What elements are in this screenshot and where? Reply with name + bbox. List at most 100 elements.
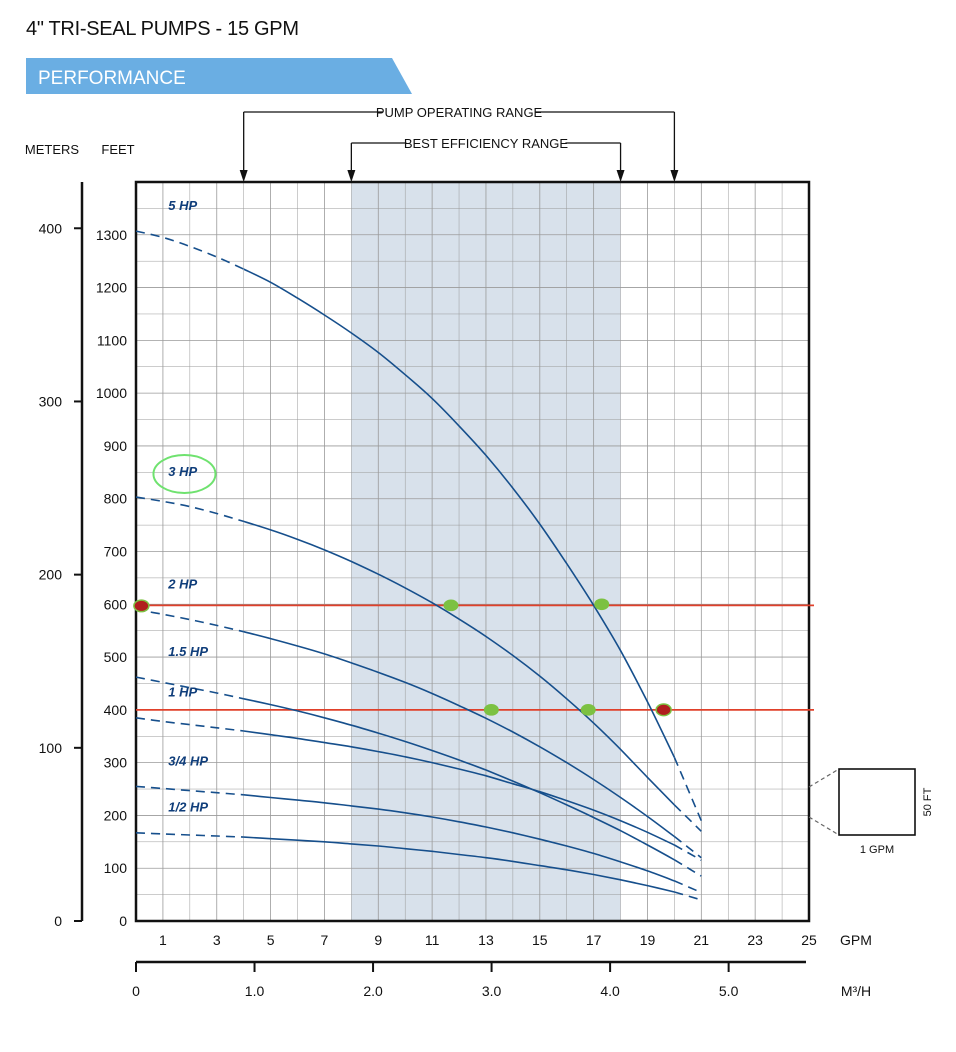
operating-point-marker-red (133, 599, 150, 613)
gpm-tick-label: 23 (747, 932, 763, 948)
feet-tick-label: 1100 (97, 332, 127, 348)
feet-tick-label: 100 (104, 860, 128, 876)
series-label-2-hp: 2 HP (167, 576, 197, 591)
axis-layer: METERS FEET 0 100 200 300 400 0 100 200 300 400 500 6… (25, 142, 872, 999)
meters-tick-label: 400 (39, 220, 63, 236)
curve-1-hp-main (243, 730, 675, 846)
curve-1-hp-start (135, 717, 244, 732)
curve-1-5-hp-main (243, 698, 675, 861)
feet-tick-label: 1300 (96, 227, 127, 243)
best-efficiency-range-label: BEST EFFICIENCY RANGE (404, 136, 569, 151)
curve-1-2-hp-end (674, 891, 702, 901)
curve-1-5-hp-end (673, 859, 702, 877)
feet-tick-label: 200 (104, 807, 128, 823)
operating-point-marker-green (443, 599, 459, 612)
plot-frame (134, 180, 811, 923)
gpm-tick-label: 21 (694, 932, 710, 948)
m3h-tick-label: 5.0 (719, 983, 739, 999)
gpm-tick-label: 19 (640, 932, 656, 948)
feet-tick-label: 1200 (96, 280, 127, 296)
m3h-tick-label: 3.0 (482, 983, 502, 999)
gpm-axis-title: GPM (840, 932, 872, 948)
feet-tick-label: 600 (104, 596, 128, 612)
m3h-axis-title: M³/H (841, 983, 871, 999)
gpm-tick-label: 3 (213, 932, 221, 948)
curve-2-hp-main (243, 630, 675, 838)
curve-1-5-hp-start (135, 676, 244, 700)
series-label-5-hp: 5 HP (168, 198, 197, 213)
feet-tick-label: 500 (104, 649, 128, 665)
gpm-tick-label: 5 (267, 932, 275, 948)
series-label-3-hp: 3 HP (168, 464, 197, 479)
curve-layer (135, 230, 703, 901)
pump-operating-range-label: PUMP OPERATING RANGE (376, 105, 543, 120)
curve-1-2-hp-start (135, 832, 244, 838)
section-banner: PERFORMANCE (26, 58, 412, 94)
feet-tick-label: 0 (119, 913, 127, 929)
feet-tick-label: 400 (104, 702, 128, 718)
curve-3-4-hp-start (135, 785, 244, 796)
meters-tick-label: 300 (39, 393, 63, 409)
highlight-circle (152, 454, 217, 495)
meters-tick-label: 100 (39, 740, 63, 756)
feet-tick-label: 700 (104, 544, 128, 560)
series-label-1-hp: 1 HP (168, 685, 197, 700)
curve-1-hp-end (674, 844, 702, 861)
range-annotation-layer: PUMP OPERATING RANGE BEST EFFICIENCY RANG… (239, 105, 679, 182)
scale-box-height-label: 50 FT (922, 787, 934, 816)
m3h-tick-label: 0 (132, 983, 140, 999)
curve-3-hp-end (673, 804, 702, 832)
curve-5-hp-start (135, 230, 245, 270)
series-label-1-5-hp: 1.5 HP (168, 644, 208, 659)
curve-3-4-hp-main (243, 794, 675, 882)
gpm-tick-label: 7 (321, 932, 329, 948)
gpm-tick-label: 1 (159, 932, 167, 948)
series-label-1-2-hp: 1/2 HP (168, 800, 208, 815)
feet-axis-title: FEET (101, 142, 134, 157)
feet-tick-label: 1000 (96, 385, 127, 401)
gpm-tick-label: 13 (478, 932, 494, 948)
scale-box (838, 768, 916, 836)
series-label-3-4-hp: 3/4 HP (168, 753, 208, 768)
m3h-tick-label: 2.0 (363, 983, 383, 999)
feet-tick-label: 900 (104, 438, 128, 454)
best-efficiency-range-left-arrowhead (347, 170, 356, 182)
reference-line-layer (136, 604, 814, 711)
pump-operating-range-left-arrowhead (239, 170, 248, 182)
gpm-tick-label: 15 (532, 932, 548, 948)
scale-box-leader (808, 768, 840, 836)
gpm-tick-label: 11 (425, 932, 440, 948)
section-banner-shape (26, 58, 412, 94)
section-banner-label: PERFORMANCE (38, 68, 186, 89)
feet-tick-label: 300 (104, 755, 128, 771)
gpm-tick-label: 25 (801, 932, 817, 948)
marker-layer (133, 598, 672, 717)
curve-3-4-hp-end (674, 880, 702, 894)
m3h-tick-label: 4.0 (600, 983, 620, 999)
best-efficiency-range-right-arrowhead (616, 170, 625, 182)
series-label-layer: 5 HP 3 HP 2 HP 1.5 HP 1 HP 3/4 HP 1/2 HP (152, 198, 217, 815)
curve-3-hp-start (135, 496, 244, 523)
scale-box-width-label: 1 GPM (860, 844, 894, 856)
pump-operating-range-right-arrowhead (670, 170, 679, 182)
m3h-tick-label: 1.0 (245, 983, 265, 999)
curve-5-hp-end (673, 757, 703, 822)
gpm-tick-label: 9 (374, 932, 382, 948)
meters-tick-label: 200 (39, 567, 63, 583)
page-title: 4" TRI-SEAL PUMPS - 15 GPM (26, 18, 299, 40)
curve-2-hp-end (673, 835, 702, 859)
operating-point-marker-green (580, 704, 596, 716)
operating-point-marker-green (594, 598, 610, 611)
gpm-tick-label: 17 (586, 932, 602, 948)
curve-5-hp-main (243, 268, 676, 758)
curve-3-hp-main (243, 520, 675, 806)
operating-point-marker-green (483, 704, 499, 716)
scale-box-layer: 1 GPM 50 FT (808, 768, 934, 856)
curve-2-hp-start (135, 608, 244, 633)
meters-tick-label: 0 (54, 913, 62, 929)
operating-point-marker-red (655, 703, 672, 717)
curve-1-2-hp-main (243, 836, 675, 893)
meters-axis-title: METERS (25, 142, 80, 157)
feet-tick-label: 800 (104, 491, 128, 507)
